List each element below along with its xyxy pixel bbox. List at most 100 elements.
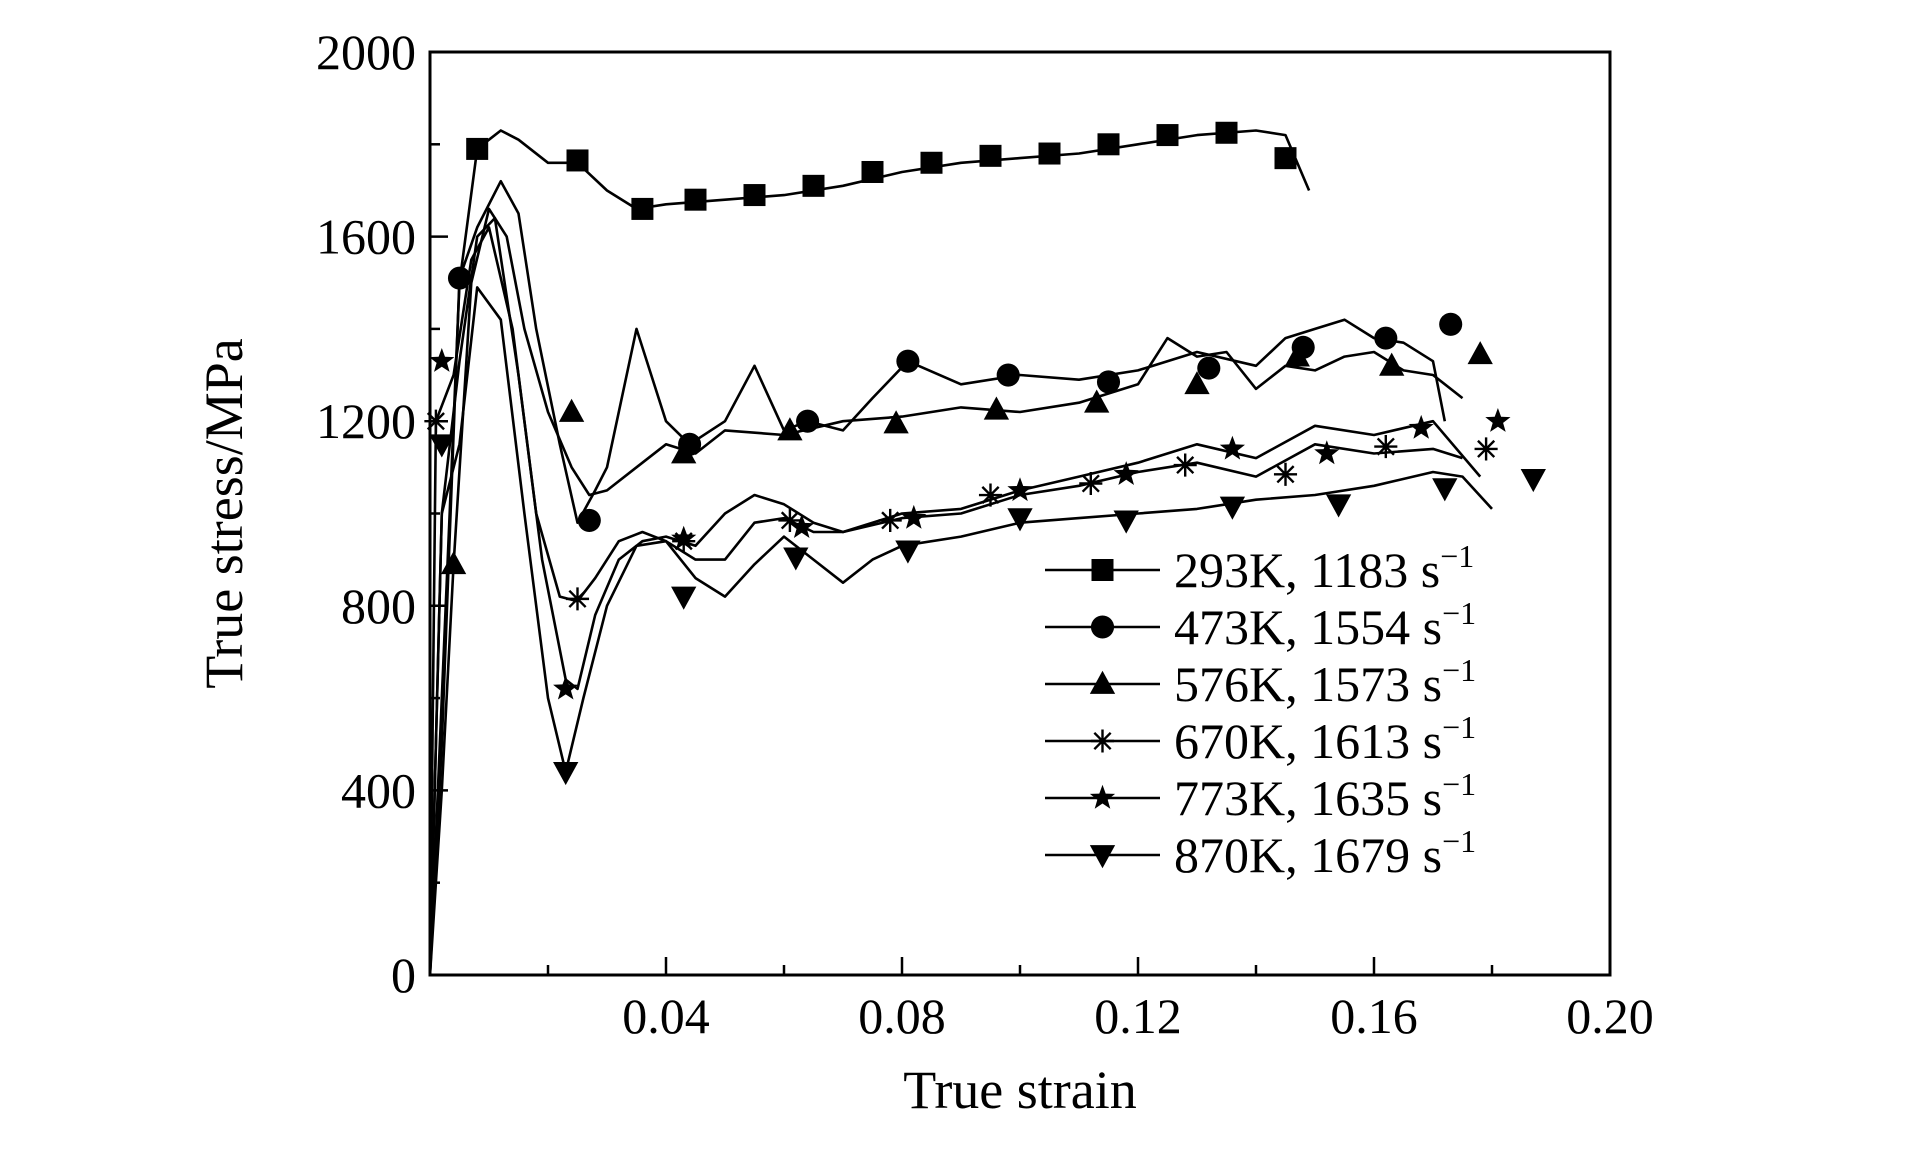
data-point (1474, 437, 1498, 461)
legend-marker (1089, 670, 1116, 694)
data-point (1096, 370, 1121, 394)
legend-item: 773K, 1635 s−1 (1045, 766, 1476, 826)
legend-label-text: 670K, 1613 s (1174, 713, 1442, 769)
data-point (983, 396, 1010, 420)
legend-marker (1090, 729, 1115, 753)
data-point (1219, 496, 1246, 520)
data-point (1314, 440, 1340, 465)
data-point (447, 266, 472, 290)
data-point (1485, 408, 1511, 432)
series-2 (428, 207, 1493, 976)
legend-label-superscript: −1 (1442, 766, 1476, 802)
legend-label-text: 773K, 1635 s (1174, 770, 1442, 826)
series-0 (428, 121, 1311, 976)
data-point (1374, 326, 1398, 350)
x-tick-label: 0.20 (1566, 988, 1654, 1044)
legend-item: 293K, 1183 s−1 (1045, 538, 1474, 598)
legend-marker (1089, 845, 1116, 869)
series-1 (428, 179, 1463, 976)
x-tick-label: 0.04 (622, 988, 710, 1044)
series-line (428, 286, 1493, 976)
data-point (1467, 341, 1493, 365)
y-tick-label: 1600 (316, 209, 416, 265)
data-point (1113, 510, 1139, 534)
data-point (777, 417, 803, 441)
data-point (878, 508, 902, 532)
x-axis-title: True strain (903, 1060, 1137, 1120)
y-axis-ticks: 0 400 800 1200 1600 2000 (316, 24, 448, 1003)
x-tick-label: 0.12 (1094, 988, 1182, 1044)
legend-label-superscript: −1 (1442, 823, 1476, 859)
legend-item: 473K, 1554 s−1 (1045, 595, 1476, 655)
legend-label: 870K, 1679 s−1 (1174, 823, 1476, 883)
data-point (1007, 477, 1033, 502)
series-line (428, 179, 1447, 976)
data-point (789, 514, 815, 538)
data-point (429, 348, 455, 372)
legend-marker (1089, 784, 1116, 809)
data-point (861, 160, 884, 183)
legend-label: 293K, 1183 s−1 (1174, 538, 1474, 598)
x-tick-label: 0.08 (858, 988, 946, 1044)
y-tick-label: 1200 (316, 393, 416, 449)
data-point (558, 398, 585, 422)
data-point (996, 363, 1020, 387)
legend-item: 576K, 1573 s−1 (1045, 652, 1476, 712)
data-point (979, 144, 1002, 167)
data-point (896, 349, 920, 373)
data-point (1520, 468, 1546, 493)
data-point (1113, 461, 1139, 485)
data-point (565, 587, 590, 611)
data-point (429, 434, 455, 458)
legend-label: 670K, 1613 s−1 (1174, 709, 1476, 769)
legend-item: 870K, 1679 s−1 (1045, 823, 1476, 883)
data-point (1173, 453, 1197, 477)
legend-label-superscript: −1 (1442, 652, 1476, 688)
legend-label-text: 293K, 1183 s (1174, 542, 1440, 598)
y-axis-title: True stress/MPa (194, 338, 254, 689)
data-point (1215, 121, 1238, 144)
data-point (1374, 435, 1398, 459)
plot-area (424, 121, 1546, 976)
data-point (1325, 494, 1352, 518)
legend-label-superscript: −1 (1442, 595, 1476, 631)
data-point (1379, 352, 1405, 376)
data-point (743, 184, 766, 207)
data-point (920, 151, 943, 174)
series-5 (428, 286, 1546, 976)
x-axis-ticks: 0.04 0.08 0.12 0.16 0.20 (546, 957, 1654, 1044)
data-point (895, 540, 921, 564)
legend-item: 670K, 1613 s−1 (1045, 709, 1476, 769)
data-point (1439, 312, 1463, 336)
data-point (978, 483, 1003, 507)
data-point (1408, 414, 1434, 439)
y-tick-label: 400 (341, 762, 416, 818)
data-point (1197, 356, 1221, 380)
data-point (566, 149, 589, 172)
data-point (684, 188, 707, 211)
data-point (553, 675, 579, 700)
data-point (883, 410, 909, 434)
data-point (901, 504, 927, 529)
legend-label-text: 473K, 1554 s (1174, 599, 1442, 655)
legend-label-text: 870K, 1679 s (1174, 827, 1442, 883)
y-tick-label: 800 (341, 578, 416, 634)
y-tick-label: 0 (391, 947, 416, 1003)
legend-label: 576K, 1573 s−1 (1174, 652, 1476, 712)
data-point (1038, 142, 1061, 165)
legend-marker (1090, 615, 1115, 639)
data-point (783, 547, 809, 571)
legend-label-superscript: −1 (1440, 538, 1474, 574)
data-point (1079, 471, 1103, 496)
legend-label-superscript: −1 (1442, 709, 1476, 745)
data-point (1432, 478, 1458, 502)
data-point (1007, 508, 1033, 532)
y-tick-label: 2000 (316, 24, 416, 80)
data-point (671, 440, 697, 464)
data-point (802, 174, 825, 197)
data-point (1219, 435, 1245, 460)
data-point (671, 586, 697, 610)
series-line (428, 207, 1464, 976)
